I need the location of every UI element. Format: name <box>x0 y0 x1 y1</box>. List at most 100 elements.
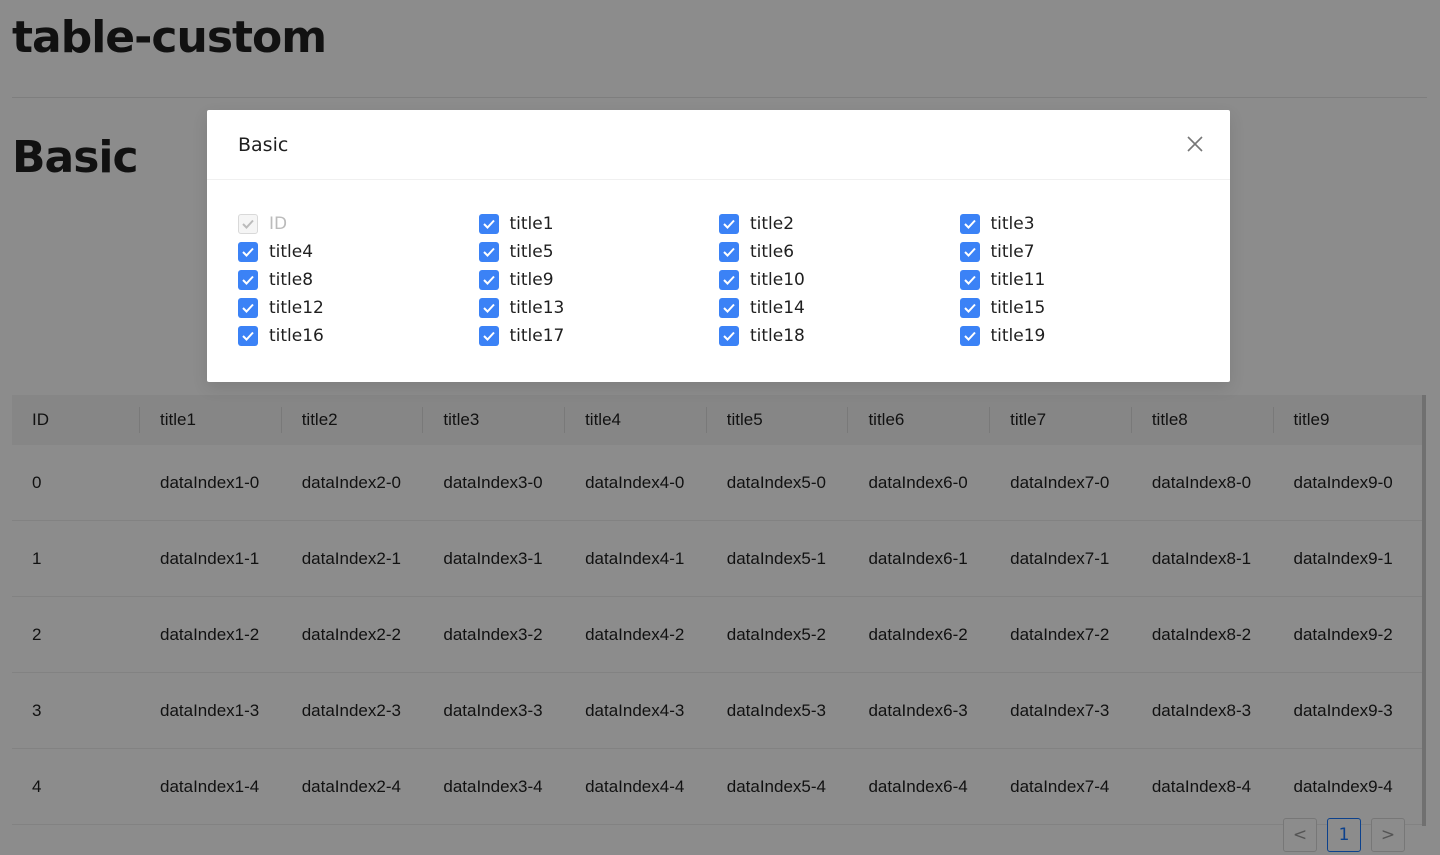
checkbox-icon <box>719 214 739 234</box>
table-cell: dataIndex1-3 <box>160 700 260 720</box>
table-cell: dataIndex9-4 <box>1293 776 1393 796</box>
checkbox-icon <box>719 326 739 346</box>
checkbox-title13[interactable]: title13 <box>478 298 720 318</box>
page-1-button[interactable]: 1 <box>1327 818 1361 852</box>
checkbox-title9[interactable]: title9 <box>478 270 720 290</box>
checkbox-title15[interactable]: title15 <box>959 298 1201 318</box>
table-cell: 2 <box>32 624 42 644</box>
table-cell: dataIndex7-4 <box>1010 776 1110 796</box>
checkbox-label: title2 <box>750 214 795 234</box>
table-cell: dataIndex8-0 <box>1151 472 1252 492</box>
table-cell: dataIndex5-1 <box>726 548 826 568</box>
column-header: title9 <box>1293 410 1330 429</box>
table-cell: dataIndex1-2 <box>160 624 260 644</box>
checkbox-icon <box>719 270 739 290</box>
checkbox-title10[interactable]: title10 <box>719 270 960 290</box>
checkbox-title3[interactable]: title3 <box>959 214 1201 234</box>
checkbox-label: title14 <box>750 298 805 318</box>
column-header: title8 <box>1132 395 1274 445</box>
checkbox-label: title12 <box>269 298 324 318</box>
checkbox-label: title19 <box>990 326 1046 346</box>
table-cell: dataIndex5-0 <box>726 472 826 492</box>
column-header: title7 <box>990 395 1132 445</box>
table-cell: dataIndex1-1 <box>160 548 260 568</box>
checkbox-icon <box>478 242 499 262</box>
table-cell: dataIndex3-4 <box>443 776 543 796</box>
table-cell: dataIndex6-4 <box>868 776 968 796</box>
checkbox-title12[interactable]: title12 <box>238 298 479 318</box>
checkbox-icon <box>959 242 980 262</box>
table-cell: dataIndex8-4 <box>1151 776 1252 796</box>
checkbox-title5[interactable]: title5 <box>478 242 720 262</box>
checkbox-title19[interactable]: title19 <box>959 326 1201 346</box>
next-page-button[interactable]: > <box>1371 818 1405 852</box>
checkbox-title17[interactable]: title17 <box>478 326 720 346</box>
checkbox-icon <box>238 214 258 234</box>
table-cell: dataIndex1-4 <box>160 776 260 796</box>
table-cell: dataIndex2-2 <box>301 624 401 644</box>
table-cell: dataIndex6-0 <box>868 472 968 492</box>
table-cell: 1 <box>32 548 42 568</box>
table-row: 0 dataIndex1-0 dataIndex2-0 dataIndex3-0 dat… <box>12 445 1426 521</box>
checkbox-title11[interactable]: title11 <box>959 270 1201 290</box>
checkbox-icon <box>478 270 499 290</box>
page-title: table-custom <box>12 12 327 63</box>
column-header: title3 <box>423 395 565 445</box>
table-cell: dataIndex4-2 <box>585 624 685 644</box>
checkbox-icon <box>959 270 980 290</box>
checkbox-icon <box>478 326 499 346</box>
checkbox-title18[interactable]: title18 <box>719 326 960 346</box>
table-cell: dataIndex7-3 <box>1010 700 1110 720</box>
checkbox-title4[interactable]: title4 <box>238 242 479 262</box>
table-cell: dataIndex4-1 <box>585 548 685 568</box>
column-checkbox-group: ID title1 title2 title3 title4 title5 title6 ti… <box>238 214 1200 346</box>
checkbox-label: title11 <box>990 270 1046 290</box>
table-cell: dataIndex7-0 <box>1010 472 1110 492</box>
table-cell: dataIndex6-1 <box>868 548 968 568</box>
checkbox-label: title8 <box>269 270 314 290</box>
checkbox-label: title9 <box>509 270 554 290</box>
checkbox-label: title5 <box>509 242 554 262</box>
checkbox-label: title16 <box>269 326 324 346</box>
checkbox-title16[interactable]: title16 <box>238 326 479 346</box>
checkbox-icon <box>238 270 258 290</box>
checkbox-title8[interactable]: title8 <box>238 270 479 290</box>
table-cell: dataIndex7-2 <box>1010 624 1110 644</box>
table-cell: dataIndex6-3 <box>868 700 968 720</box>
checkbox-label: title15 <box>990 298 1046 318</box>
table-cell: dataIndex9-3 <box>1293 700 1393 720</box>
prev-page-button[interactable]: < <box>1283 818 1317 852</box>
close-icon[interactable] <box>1184 133 1206 155</box>
column-header: title1 <box>140 395 282 445</box>
table-cell: dataIndex9-2 <box>1293 624 1393 644</box>
table-header: ID title1 title2 title3 title4 title5 title6 ti… <box>12 395 1426 445</box>
checkbox-title7[interactable]: title7 <box>959 242 1201 262</box>
checkbox-label: title1 <box>509 214 554 234</box>
column-header: title5 <box>707 395 849 445</box>
table-cell: dataIndex1-0 <box>160 472 260 492</box>
checkbox-label: ID <box>269 214 288 234</box>
checkbox-label: title4 <box>269 242 314 262</box>
table-cell: dataIndex3-3 <box>443 700 543 720</box>
data-table: ID title1 title2 title3 title4 title5 title6 ti… <box>12 395 1426 825</box>
table-row: 4 dataIndex1-4 dataIndex2-4 dataIndex3-4 dat… <box>12 749 1426 825</box>
checkbox-icon <box>238 242 258 262</box>
table-cell: dataIndex6-2 <box>868 624 968 644</box>
checkbox-title2[interactable]: title2 <box>719 214 960 234</box>
table-cell: dataIndex4-3 <box>585 700 685 720</box>
column-settings-modal: Basic ID title1 title2 title3 title4 title5 ti… <box>207 110 1230 382</box>
table-cell: dataIndex8-1 <box>1151 548 1252 568</box>
checkbox-icon <box>238 326 258 346</box>
checkbox-label: title18 <box>750 326 805 346</box>
column-header: title4 <box>565 395 707 445</box>
checkbox-label: title17 <box>509 326 565 346</box>
horizontal-scrollbar[interactable] <box>1422 395 1426 826</box>
table-row: 2 dataIndex1-2 dataIndex2-2 dataIndex3-2 dat… <box>12 597 1426 673</box>
checkbox-title14[interactable]: title14 <box>719 298 960 318</box>
section-title: Basic <box>12 132 139 183</box>
table-row: 3 dataIndex1-3 dataIndex2-3 dataIndex3-3 dat… <box>12 673 1426 749</box>
checkbox-title6[interactable]: title6 <box>719 242 960 262</box>
checkbox-label: title6 <box>750 242 795 262</box>
table-cell: dataIndex4-4 <box>585 776 685 796</box>
checkbox-title1[interactable]: title1 <box>478 214 720 234</box>
